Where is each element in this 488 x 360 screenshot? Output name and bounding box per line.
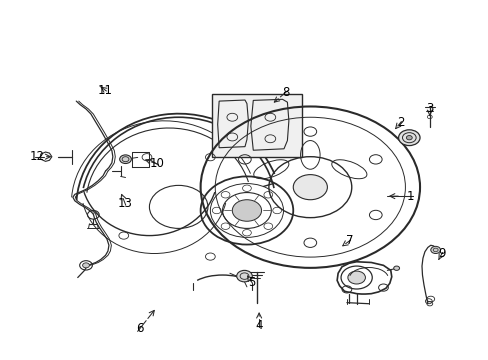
Text: 11: 11	[98, 84, 113, 97]
Circle shape	[406, 135, 411, 140]
Circle shape	[393, 266, 399, 270]
Text: 9: 9	[437, 247, 445, 260]
Bar	[211, 94, 302, 157]
Text: 10: 10	[149, 157, 164, 170]
Text: 7: 7	[345, 234, 352, 247]
Circle shape	[293, 175, 327, 200]
Circle shape	[430, 246, 440, 253]
Circle shape	[236, 270, 252, 282]
Circle shape	[120, 155, 131, 163]
Text: 6: 6	[136, 322, 143, 335]
Circle shape	[347, 271, 365, 284]
Text: 2: 2	[396, 116, 404, 129]
Circle shape	[232, 200, 261, 221]
Text: 8: 8	[282, 86, 289, 99]
Text: 5: 5	[247, 276, 255, 289]
Circle shape	[398, 130, 419, 145]
Text: 13: 13	[117, 197, 132, 210]
Text: 4: 4	[255, 319, 263, 332]
Circle shape	[82, 263, 89, 268]
Text: 3: 3	[425, 102, 432, 115]
Text: 12: 12	[30, 150, 45, 163]
Text: 1: 1	[406, 190, 413, 203]
